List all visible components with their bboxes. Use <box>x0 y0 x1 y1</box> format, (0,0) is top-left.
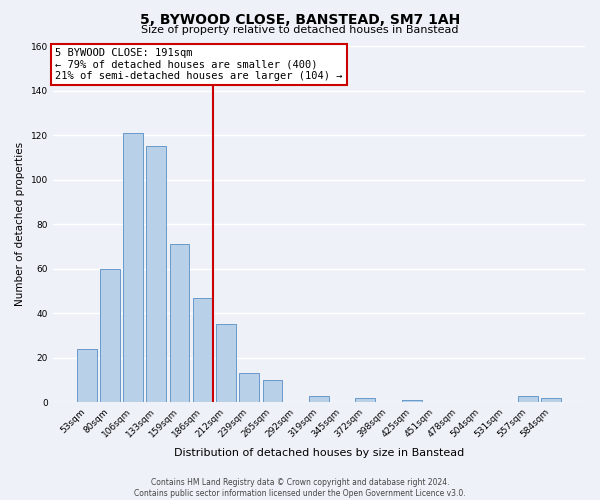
Bar <box>77 349 97 402</box>
Bar <box>355 398 375 402</box>
Bar <box>100 268 120 402</box>
X-axis label: Distribution of detached houses by size in Banstead: Distribution of detached houses by size … <box>174 448 464 458</box>
Bar <box>170 244 190 402</box>
Bar <box>193 298 212 402</box>
Bar <box>239 374 259 402</box>
Bar <box>146 146 166 402</box>
Bar <box>518 396 538 402</box>
Bar <box>402 400 422 402</box>
Text: 5 BYWOOD CLOSE: 191sqm
← 79% of detached houses are smaller (400)
21% of semi-de: 5 BYWOOD CLOSE: 191sqm ← 79% of detached… <box>55 48 343 81</box>
Text: Size of property relative to detached houses in Banstead: Size of property relative to detached ho… <box>141 25 459 35</box>
Bar <box>216 324 236 402</box>
Bar <box>263 380 282 402</box>
Bar <box>541 398 561 402</box>
Text: 5, BYWOOD CLOSE, BANSTEAD, SM7 1AH: 5, BYWOOD CLOSE, BANSTEAD, SM7 1AH <box>140 12 460 26</box>
Y-axis label: Number of detached properties: Number of detached properties <box>15 142 25 306</box>
Bar <box>123 133 143 402</box>
Bar <box>309 396 329 402</box>
Text: Contains HM Land Registry data © Crown copyright and database right 2024.
Contai: Contains HM Land Registry data © Crown c… <box>134 478 466 498</box>
